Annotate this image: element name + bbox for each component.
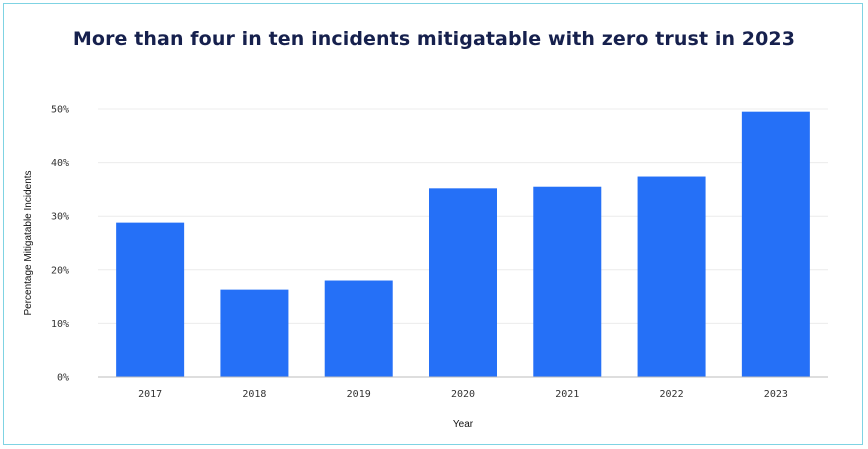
bars: [116, 111, 810, 378]
x-tick-label: 2017: [138, 389, 162, 400]
bar-2021: [533, 186, 602, 377]
x-tick-labels: 2017 2018 2019 2020 2021 2022 2023: [138, 389, 788, 400]
bar-2018: [220, 289, 289, 377]
x-axis-label: Year: [453, 419, 474, 430]
chart-title: More than four in ten incidents mitigata…: [72, 28, 796, 50]
x-tick-label: 2019: [347, 389, 371, 400]
x-tick-label: 2018: [242, 389, 266, 400]
x-tick-label: 2023: [764, 389, 788, 400]
bar-2023: [741, 111, 810, 378]
bar-2020: [429, 188, 497, 377]
x-tick-label: 2021: [555, 389, 579, 400]
y-tick-label: 40%: [51, 158, 69, 169]
bar-2022: [637, 176, 706, 377]
y-tick-label: 10%: [51, 319, 69, 330]
y-axis-label: Percentage Mitigatable Incidents: [23, 170, 34, 315]
y-tick-labels: 0% 10% 20% 30% 40% 50%: [51, 105, 69, 384]
bar-2019: [324, 280, 393, 377]
y-tick-label: 50%: [51, 105, 69, 116]
bar-2017: [116, 222, 185, 377]
x-tick-label: 2020: [451, 389, 475, 400]
y-tick-label: 30%: [51, 212, 69, 223]
y-tick-label: 20%: [51, 265, 69, 276]
x-tick-label: 2022: [660, 389, 684, 400]
y-tick-label: 0%: [57, 373, 69, 384]
